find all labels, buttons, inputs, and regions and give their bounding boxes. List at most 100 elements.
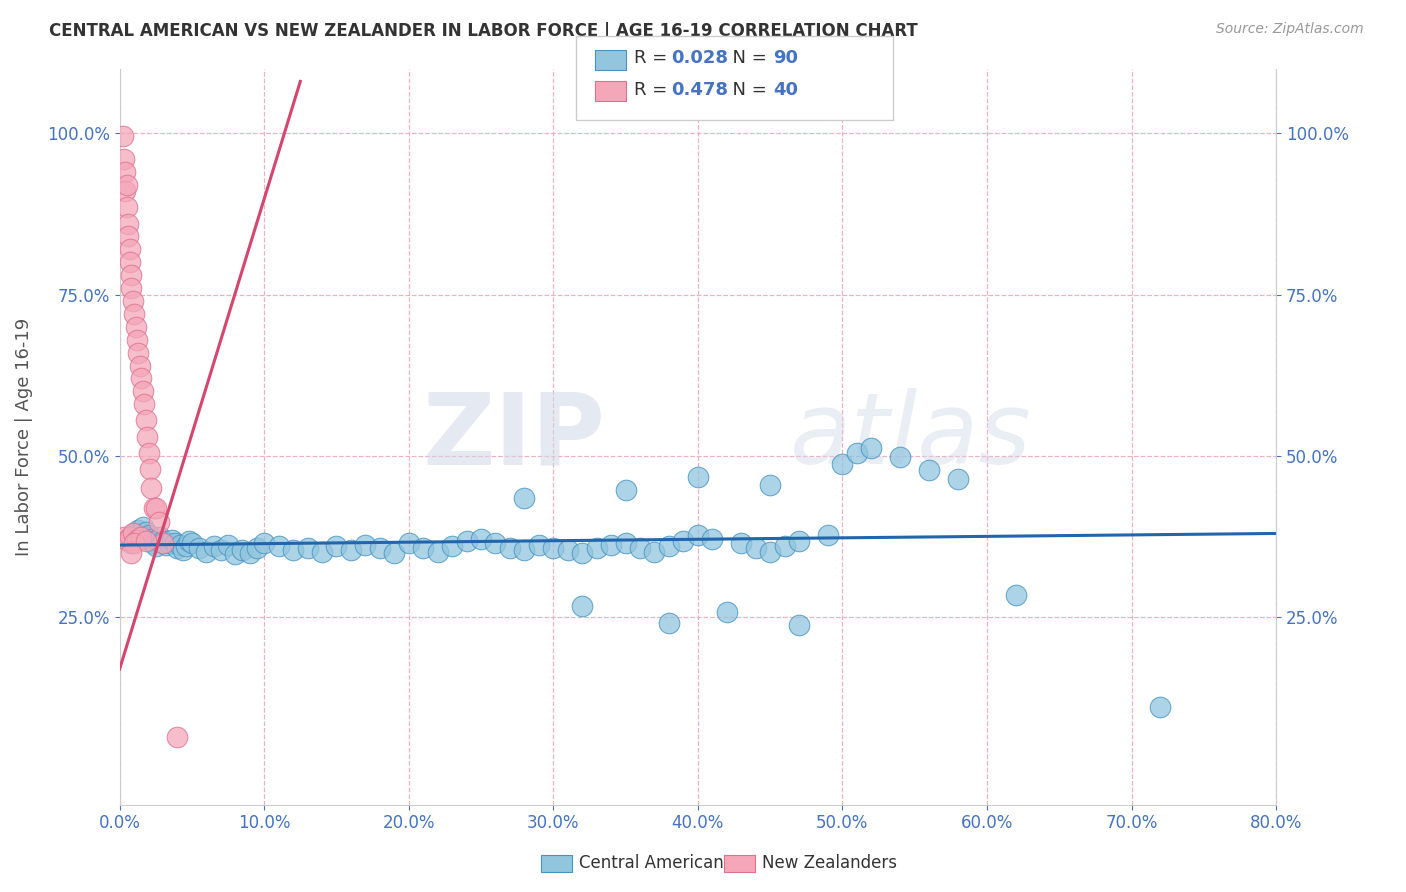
Point (135, 534, 157, 549)
Point (253, 536, 276, 550)
Point (787, 618, 810, 632)
Point (120, 281, 142, 295)
Point (484, 536, 506, 550)
Point (716, 605, 738, 619)
Point (658, 540, 681, 554)
Point (145, 500, 167, 515)
Point (614, 536, 637, 550)
Point (297, 541, 319, 555)
Text: CENTRAL AMERICAN VS NEW ZEALANDER IN LABOR FORCE | AGE 16-19 CORRELATION CHART: CENTRAL AMERICAN VS NEW ZEALANDER IN LAB… (49, 22, 918, 40)
Point (127, 345, 149, 359)
Point (686, 469, 709, 483)
Text: ZIP: ZIP (422, 388, 606, 485)
Point (118, 243, 141, 257)
Point (368, 541, 391, 555)
Text: N =: N = (721, 49, 773, 67)
Point (141, 481, 163, 495)
Point (267, 540, 290, 554)
Point (643, 544, 665, 558)
Point (118, 530, 141, 544)
Point (114, 184, 136, 198)
Point (157, 536, 180, 550)
Point (129, 530, 152, 544)
Point (128, 359, 150, 373)
Point (513, 542, 536, 557)
Point (115, 533, 138, 547)
Point (889, 450, 911, 465)
Point (122, 536, 145, 550)
Point (773, 540, 796, 554)
Point (1005, 588, 1028, 602)
Point (246, 541, 269, 555)
Point (115, 533, 138, 547)
Point (672, 534, 695, 549)
Point (585, 541, 607, 555)
Point (163, 536, 186, 550)
Point (129, 371, 152, 385)
Point (132, 520, 155, 534)
Point (382, 546, 405, 560)
Point (149, 530, 172, 544)
Point (152, 534, 174, 549)
Text: 0.028: 0.028 (671, 49, 728, 67)
Point (311, 544, 333, 558)
Point (571, 599, 593, 613)
Point (117, 229, 139, 244)
Point (209, 542, 232, 557)
Point (132, 384, 155, 399)
Point (1149, 699, 1171, 714)
Point (117, 217, 139, 231)
Point (174, 540, 197, 554)
Point (398, 536, 420, 550)
Point (111, 129, 134, 144)
Text: R =: R = (634, 49, 673, 67)
Point (354, 538, 377, 552)
Point (148, 515, 170, 529)
Point (231, 542, 253, 557)
Point (628, 541, 651, 555)
Point (125, 533, 148, 547)
Text: Central Americans: Central Americans (579, 855, 733, 872)
Point (125, 530, 148, 544)
Point (114, 165, 136, 179)
Point (787, 534, 810, 549)
Text: 0.478: 0.478 (671, 81, 728, 99)
Y-axis label: In Labor Force | Age 16-19: In Labor Force | Age 16-19 (15, 318, 32, 556)
Point (139, 462, 162, 476)
Point (918, 463, 941, 477)
Point (658, 615, 681, 630)
Point (169, 538, 191, 552)
Point (172, 542, 194, 557)
Point (499, 541, 522, 555)
Point (122, 526, 145, 541)
Point (527, 538, 550, 552)
Point (759, 544, 782, 558)
Point (239, 546, 262, 560)
Point (217, 538, 239, 552)
Text: Source: ZipAtlas.com: Source: ZipAtlas.com (1216, 22, 1364, 37)
Point (188, 541, 211, 555)
Point (121, 526, 143, 541)
Point (614, 483, 637, 497)
Point (141, 532, 163, 546)
Point (817, 527, 839, 541)
Point (136, 530, 159, 544)
Point (860, 441, 883, 455)
Point (470, 532, 492, 546)
Point (112, 152, 135, 166)
Point (543, 541, 565, 555)
Point (571, 546, 593, 560)
Point (152, 536, 174, 550)
Point (118, 255, 141, 269)
Point (121, 293, 143, 308)
Point (730, 536, 752, 550)
Point (120, 536, 142, 550)
Point (456, 534, 478, 549)
Point (120, 268, 142, 282)
Point (831, 457, 853, 471)
Point (125, 333, 148, 347)
Point (412, 541, 434, 555)
Point (441, 540, 464, 554)
Point (946, 472, 969, 486)
Point (177, 534, 200, 549)
